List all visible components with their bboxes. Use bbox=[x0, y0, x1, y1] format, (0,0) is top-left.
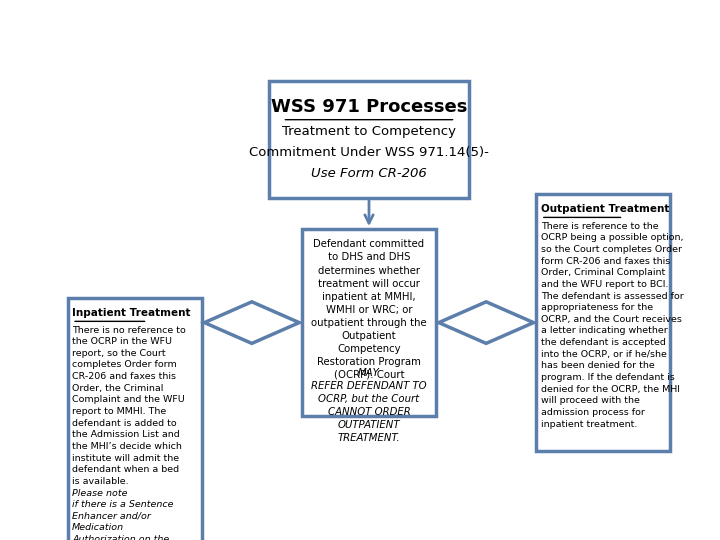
Text: WSS 971 Processes: WSS 971 Processes bbox=[271, 98, 467, 116]
Text: There is no reference to
the OCRP in the WFU
report, so the Court
completes Orde: There is no reference to the OCRP in the… bbox=[72, 326, 186, 486]
Text: Commitment Under WSS 971.14(5)-: Commitment Under WSS 971.14(5)- bbox=[249, 146, 489, 159]
Text: Outpatient Treatment: Outpatient Treatment bbox=[541, 204, 669, 214]
FancyBboxPatch shape bbox=[68, 298, 202, 540]
Text: MAY
REFER DEFENDANT TO
OCRP, but the Court
CANNOT ORDER
OUTPATIENT
TREATMENT.: MAY REFER DEFENDANT TO OCRP, but the Cou… bbox=[311, 368, 427, 443]
Text: Please note
if there is a Sentence
Enhancer and/or
Medication
Authorization on t: Please note if there is a Sentence Enhan… bbox=[72, 489, 174, 540]
Text: Defendant committed
to DHS and DHS
determines whether
treatment will occur
inpat: Defendant committed to DHS and DHS deter… bbox=[311, 239, 427, 380]
Text: Use Form CR-206: Use Form CR-206 bbox=[311, 167, 427, 180]
Text: There is reference to the
OCRP being a possible option,
so the Court completes O: There is reference to the OCRP being a p… bbox=[541, 221, 683, 429]
FancyBboxPatch shape bbox=[269, 82, 469, 198]
Text: Inpatient Treatment: Inpatient Treatment bbox=[72, 308, 191, 318]
Text: Treatment to Competency: Treatment to Competency bbox=[282, 125, 456, 138]
FancyBboxPatch shape bbox=[536, 194, 670, 451]
FancyBboxPatch shape bbox=[302, 229, 436, 416]
